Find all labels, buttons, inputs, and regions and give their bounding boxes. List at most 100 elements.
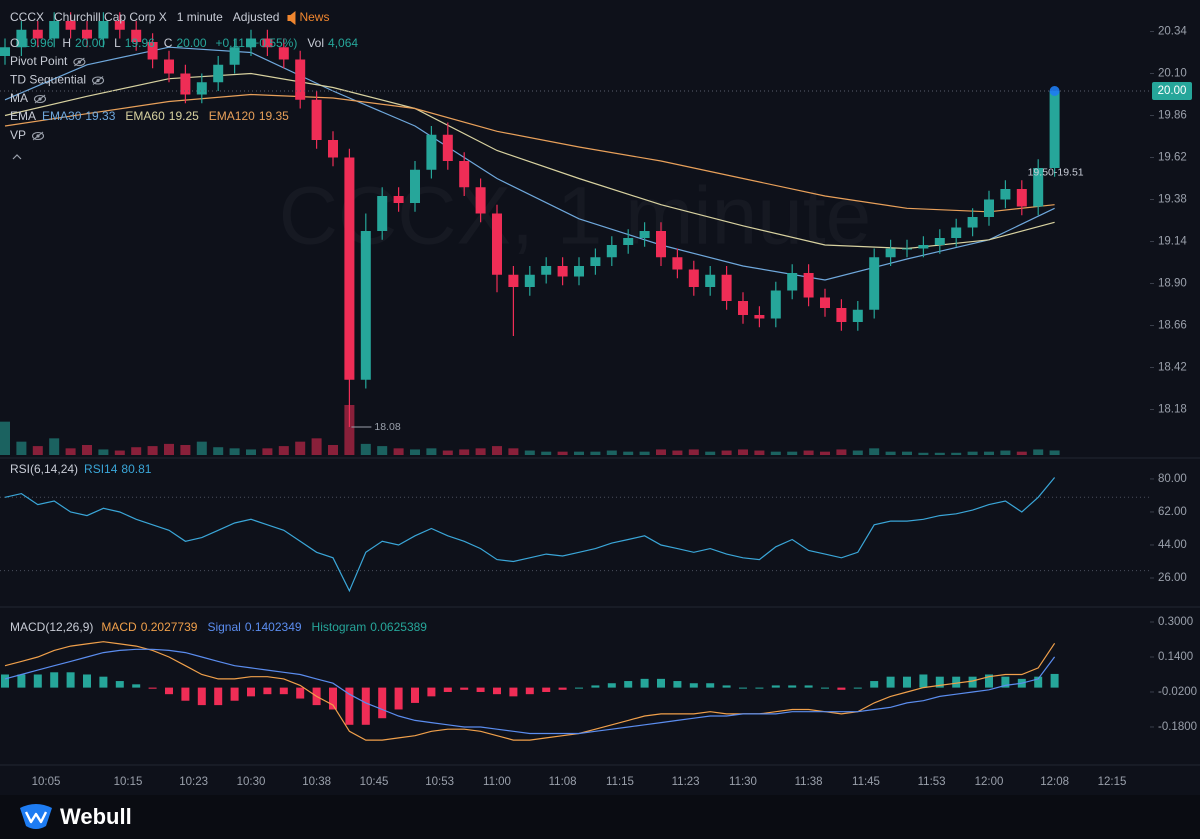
histogram-bar: [903, 676, 911, 688]
candle-body: [902, 248, 912, 250]
y-tick-label: 0.3000: [1158, 616, 1193, 628]
legend-value: 19.25: [169, 109, 199, 123]
histogram-bar: [722, 685, 731, 688]
y-tick-label: 19.14: [1158, 236, 1187, 248]
histogram-bar: [50, 672, 59, 688]
x-tick-label: 11:15: [606, 776, 634, 788]
candle-body: [164, 59, 174, 74]
volume-bar: [278, 446, 289, 455]
y-tick-label: 44.00: [1158, 539, 1187, 551]
volume-bar: [492, 446, 502, 455]
candle-body: [131, 29, 142, 42]
histogram-bar: [115, 681, 124, 688]
volume-bar: [1016, 451, 1027, 455]
x-tick-label: 12:08: [1040, 776, 1069, 788]
histogram-bar: [689, 683, 698, 688]
volume-bar: [705, 451, 716, 455]
eye-outline: [33, 94, 47, 104]
candle-body: [557, 266, 568, 277]
indicator-name: TD Sequential: [10, 73, 86, 87]
volume-bar: [557, 451, 568, 455]
histogram-bar: [345, 687, 354, 725]
candle-body: [278, 47, 289, 60]
volume-bar: [295, 441, 306, 455]
volume-value: 4,064: [328, 36, 358, 50]
candle-body: [114, 21, 125, 30]
volume-bar: [32, 446, 43, 455]
candle-body: [639, 231, 650, 238]
eye-outline: [91, 76, 105, 85]
histogram-bar: [804, 685, 813, 688]
histogram-bar: [870, 681, 879, 688]
legend-name: EMA30: [42, 109, 82, 123]
histogram-bar: [329, 687, 337, 710]
eye-slash: [34, 94, 46, 104]
y-tick-label: 20.34: [1158, 26, 1187, 38]
candle-body: [1033, 168, 1044, 207]
candle-body: [574, 266, 584, 277]
candle-body: [328, 140, 338, 158]
volume-bar: [180, 445, 191, 455]
volume-bar: [803, 450, 814, 455]
volume-bar: [672, 450, 683, 455]
candle-body: [606, 245, 617, 258]
histogram-bar: [919, 674, 928, 688]
candle-body: [196, 82, 207, 95]
histogram-bar: [83, 674, 91, 688]
news: News: [299, 10, 329, 24]
legend-value: 19.35: [259, 109, 289, 123]
visibility-toggle[interactable]: [33, 94, 47, 104]
volume-bar: [656, 449, 666, 455]
histogram-bar: [1, 674, 9, 688]
volume-bar: [721, 450, 732, 455]
y-tick-label: 19.86: [1158, 110, 1187, 122]
candle-body: [98, 21, 109, 39]
ohlc-key: H: [62, 36, 71, 50]
indicator-name: EMA: [10, 109, 36, 123]
x-tick-label: 11:23: [672, 776, 700, 788]
visibility-toggle[interactable]: [73, 57, 86, 67]
legend-value: 0.2027739: [141, 620, 198, 634]
indicator-name: Pivot Point: [10, 54, 68, 68]
candle-body: [688, 269, 699, 287]
volume-bar: [967, 451, 978, 455]
histogram-bar: [378, 687, 387, 719]
candle-body: [295, 59, 306, 100]
candle-body: [820, 297, 830, 308]
x-tick-label: 12:00: [975, 776, 1004, 788]
candle-body: [885, 248, 896, 258]
candle-body: [0, 47, 10, 56]
visibility-toggle[interactable]: [31, 131, 45, 141]
x-tick-label: 12:15: [1098, 776, 1127, 788]
candle-body: [311, 99, 322, 140]
histogram-bar: [673, 681, 682, 688]
eye-slash: [74, 57, 85, 67]
histogram-bar: [66, 672, 75, 688]
volume-bar: [65, 448, 76, 455]
candle-body: [918, 245, 929, 249]
ohlc-value: 19.96: [125, 36, 155, 50]
candle-body: [393, 196, 404, 203]
volume-bar: [1000, 450, 1011, 455]
candle-body: [705, 274, 716, 287]
candle-body: [16, 29, 27, 48]
eye-outline: [73, 57, 86, 67]
candle-body: [475, 187, 486, 214]
volume-bar: [951, 452, 962, 455]
volume-bar: [311, 438, 322, 455]
ohlc-key: O: [10, 36, 19, 50]
volume-bar: [1049, 450, 1060, 455]
candle-body: [672, 257, 683, 270]
histogram-bar: [214, 687, 223, 706]
histogram-bar: [165, 687, 173, 695]
volume-bar: [639, 451, 650, 455]
line: [4, 46, 1055, 281]
legend-name: EMA60: [125, 109, 165, 123]
candle-body: [492, 213, 502, 275]
histogram-bar: [263, 687, 272, 695]
histogram-bar: [706, 683, 715, 688]
volume-bar: [246, 449, 256, 455]
visibility-toggle[interactable]: [91, 76, 105, 85]
histogram-bar: [788, 685, 797, 688]
